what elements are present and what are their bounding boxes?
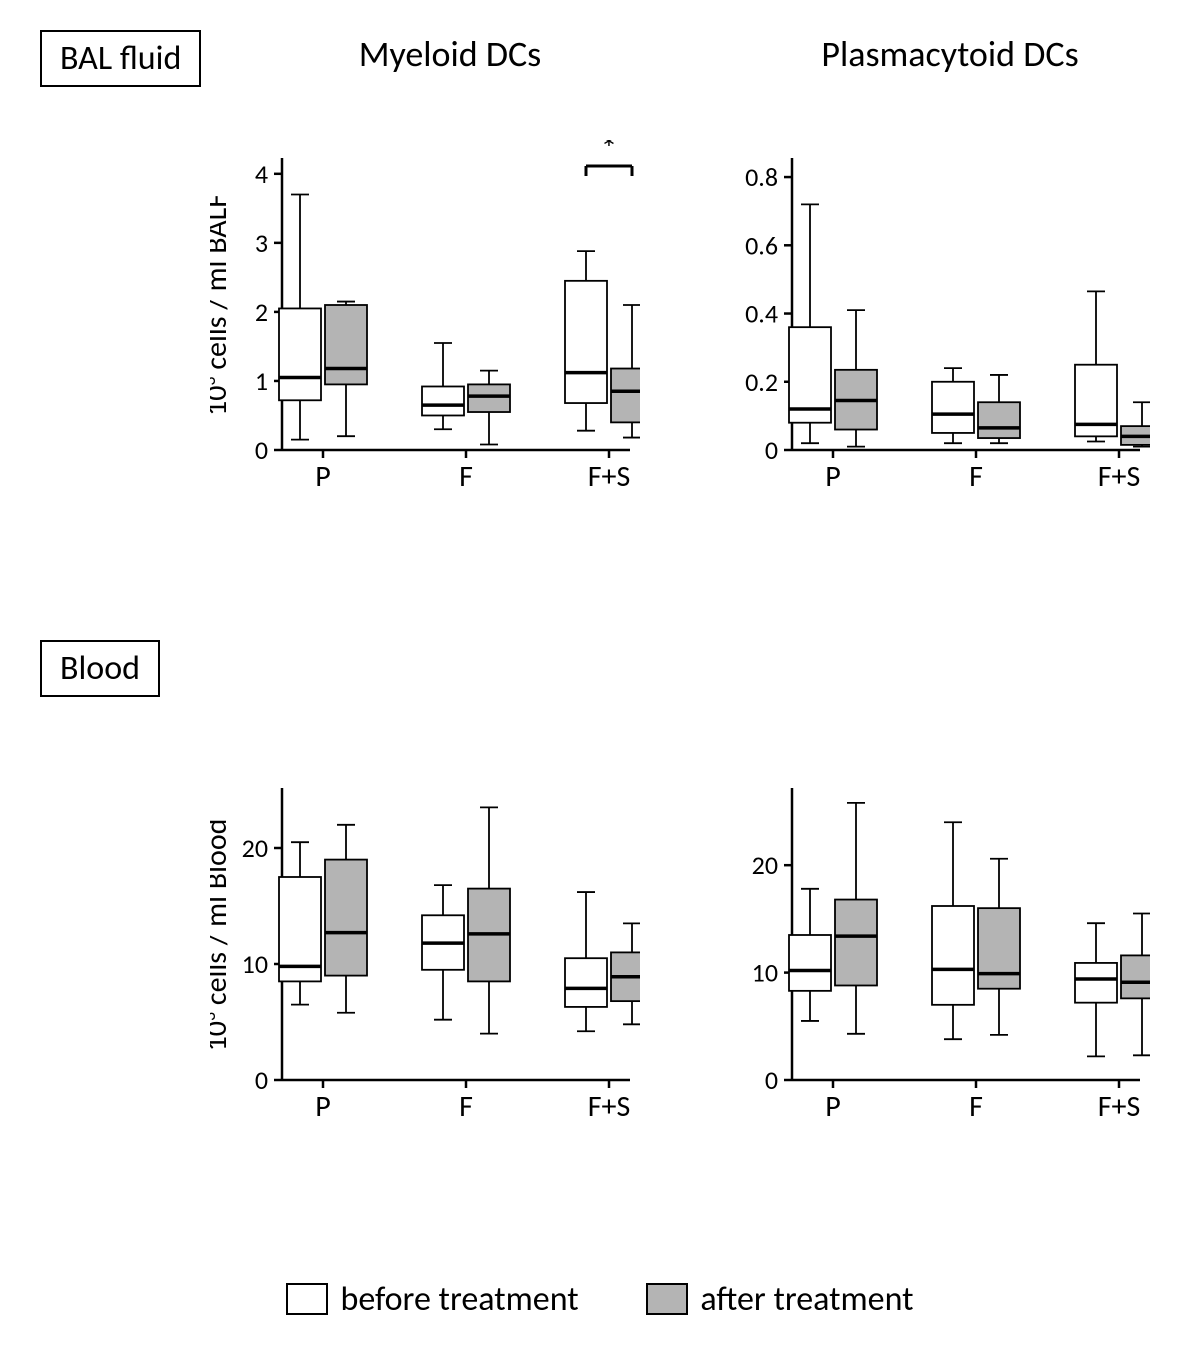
svg-text:20: 20 [752, 849, 778, 881]
legend-item-before: before treatment [286, 1279, 578, 1320]
section-label-blood: Blood [40, 640, 160, 697]
svg-text:F+S: F+S [1098, 1088, 1141, 1125]
svg-text:2: 2 [255, 296, 268, 328]
svg-text:0: 0 [765, 1064, 778, 1096]
svg-text:F: F [459, 1088, 473, 1125]
svg-text:*: * [601, 140, 618, 170]
legend-swatch-before [286, 1283, 328, 1315]
chart-balf-plasmacytoid: 0 0.2 0.4 0.6 0.8 P F F+S [720, 140, 1150, 500]
svg-text:0.8: 0.8 [745, 161, 778, 193]
svg-text:10: 10 [242, 948, 268, 980]
svg-text:F: F [459, 458, 473, 495]
svg-text:0.2: 0.2 [745, 366, 778, 398]
legend-item-after: after treatment [646, 1279, 913, 1320]
svg-text:F+S: F+S [1098, 458, 1141, 495]
svg-text:P: P [315, 458, 331, 495]
svg-text:F+S: F+S [588, 458, 631, 495]
legend: before treatment after treatment [0, 1279, 1200, 1326]
svg-text:1: 1 [255, 365, 268, 397]
chart-blood-plasmacytoid: 0 10 20 P F F+S [720, 770, 1150, 1130]
svg-text:F: F [969, 458, 983, 495]
column-title-plasmacytoid: Plasmacytoid DCs [760, 32, 1140, 76]
svg-text:0: 0 [255, 1064, 268, 1096]
svg-text:0: 0 [255, 434, 268, 466]
legend-swatch-after [646, 1283, 688, 1315]
section-label-balf: BAL fluid [40, 30, 201, 87]
figure-page: BAL fluid Myeloid DCs Plasmacytoid DCs B… [0, 0, 1200, 1355]
svg-text:P: P [825, 458, 841, 495]
svg-text:F+S: F+S [588, 1088, 631, 1125]
svg-text:103 cells / ml Blood: 103 cells / ml Blood [210, 819, 235, 1052]
svg-text:0.6: 0.6 [745, 229, 778, 261]
svg-text:3: 3 [255, 227, 268, 259]
svg-text:0: 0 [765, 434, 778, 466]
legend-label-before: before treatment [340, 1279, 578, 1320]
svg-text:103 cells / ml BALF: 103 cells / ml BALF [210, 194, 235, 416]
chart-blood-myeloid: 0 10 20 103 cells / ml Blood P F F+S [210, 770, 640, 1130]
svg-text:4: 4 [255, 158, 268, 190]
column-title-myeloid: Myeloid DCs [300, 32, 600, 76]
svg-text:0.4: 0.4 [745, 298, 778, 330]
svg-text:P: P [825, 1088, 841, 1125]
svg-text:20: 20 [242, 832, 268, 864]
legend-label-after: after treatment [700, 1279, 913, 1320]
svg-text:10: 10 [752, 957, 778, 989]
chart-balf-myeloid: 0 1 2 3 4 103 cells / ml BALF P F F+S * [210, 140, 640, 500]
svg-text:P: P [315, 1088, 331, 1125]
svg-text:F: F [969, 1088, 983, 1125]
